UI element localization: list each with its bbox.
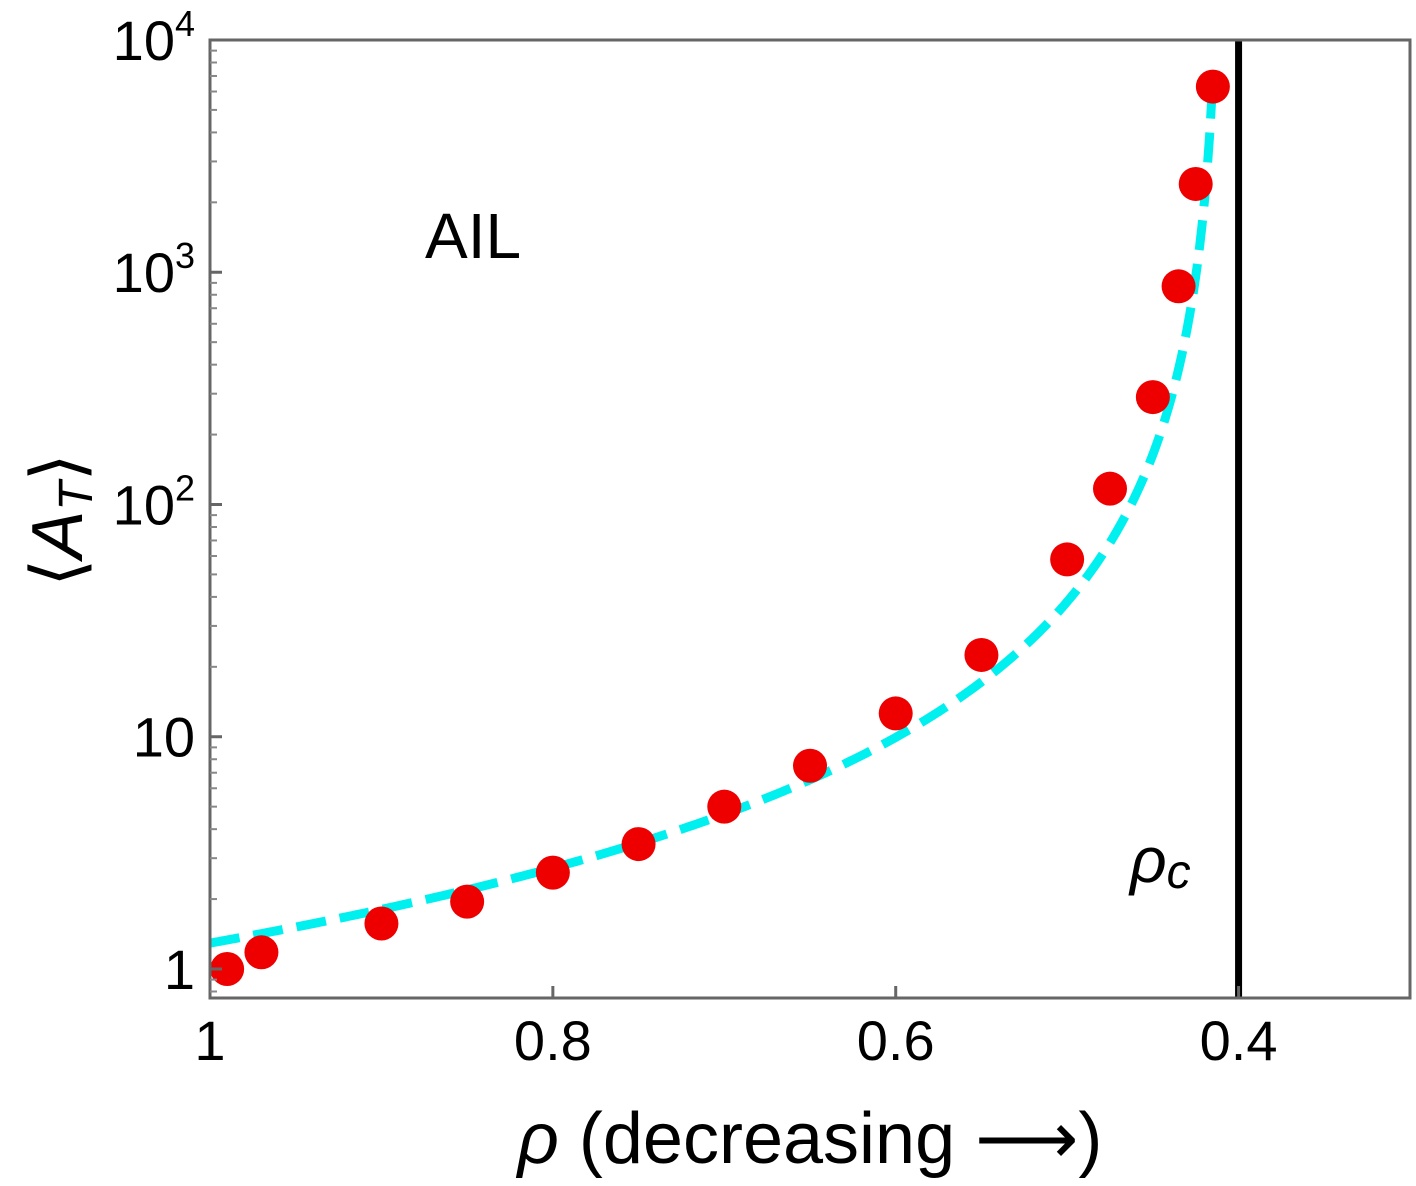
- data-point: [793, 748, 827, 783]
- plot-layer: [210, 40, 1243, 998]
- data-point: [1161, 269, 1196, 304]
- y-tick-label: 102: [113, 467, 195, 536]
- critical-rho-symbol: ρ: [1128, 824, 1167, 896]
- x-tick-label: 0.4: [1200, 1009, 1278, 1072]
- region-label: AIL: [425, 200, 521, 272]
- data-point: [1093, 471, 1127, 506]
- y-axis-open-bracket: ⟨: [18, 559, 98, 587]
- data-point: [1178, 166, 1213, 201]
- y-tick-label: 10: [133, 706, 195, 769]
- data-point: [535, 855, 570, 890]
- critical-point-label: ρc: [1128, 824, 1191, 899]
- critical-subscript: c: [1167, 846, 1191, 899]
- x-axis-title: ρ (decreasing ⟶): [516, 1099, 1103, 1179]
- data-point: [210, 951, 245, 986]
- data-point: [1195, 69, 1230, 104]
- x-axis-symbol: ρ: [516, 1099, 559, 1179]
- x-axis-text: (decreasing ⟶): [559, 1099, 1102, 1179]
- plot-frame: [208, 38, 1412, 1000]
- y-axis-title: ⟨AT⟩: [18, 453, 103, 587]
- x-tick-label: 0.8: [514, 1009, 592, 1072]
- y-tick-label: 104: [113, 3, 195, 72]
- data-point: [707, 789, 742, 824]
- data-point: [964, 637, 999, 672]
- y-tick-label: 103: [113, 235, 195, 304]
- theory-curve: [210, 94, 1217, 948]
- y-axis-subscript: T: [50, 478, 103, 511]
- x-tick-label: 1: [194, 1009, 225, 1072]
- data-point: [244, 935, 279, 970]
- y-axis-symbol: A: [18, 511, 98, 563]
- data-point: [1135, 380, 1170, 415]
- ticks-layer: 1 0.8 0.6 0.4 1 10 102 103 104: [113, 3, 1278, 1072]
- data-point: [364, 906, 399, 941]
- y-tick-label: 1: [164, 938, 195, 1001]
- data-point: [450, 884, 485, 919]
- y-axis-close-bracket: ⟩: [18, 453, 98, 481]
- data-point: [621, 827, 656, 862]
- x-tick-label: 0.6: [857, 1009, 935, 1072]
- data-point: [1050, 542, 1085, 577]
- data-point: [878, 696, 913, 731]
